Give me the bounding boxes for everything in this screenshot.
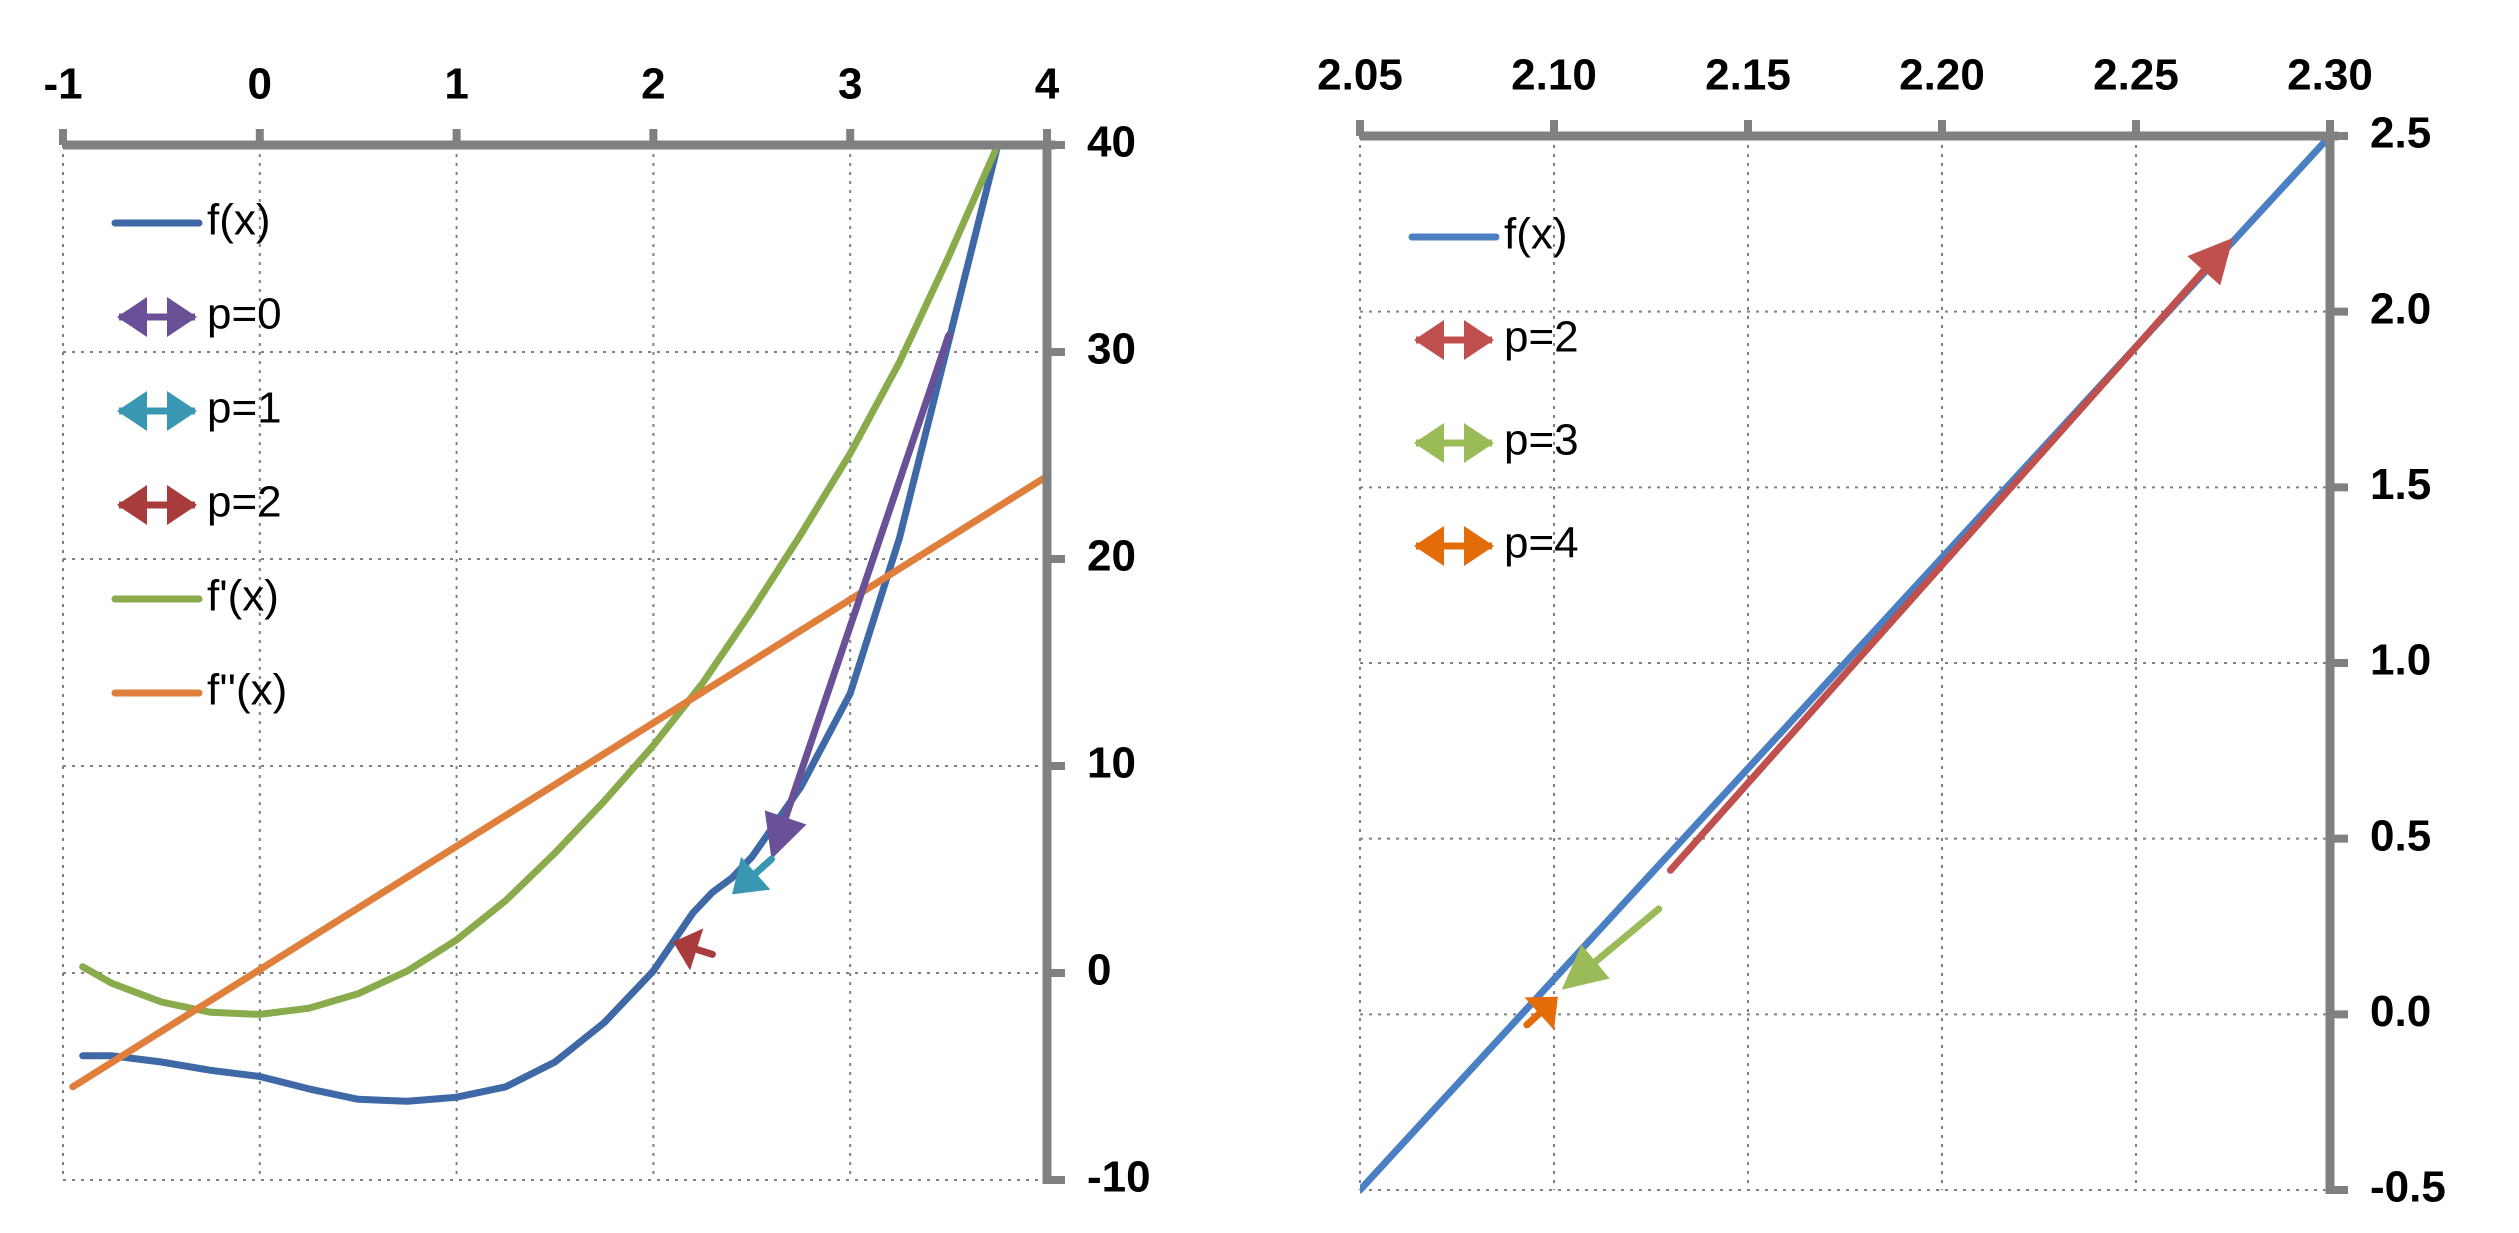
arrowhead-p-4 (1524, 996, 1558, 1030)
x-tick-label-1: 0 (248, 60, 272, 109)
x-tick-label-4: 3 (838, 60, 862, 109)
y-tick-label-3: 20 (1087, 532, 1136, 581)
series-line-f-x (79, 141, 1002, 1105)
y-tick-label-2: 0.5 (2370, 811, 2431, 860)
x-tick-label-0: -1 (43, 60, 82, 109)
legend-arrowhead-left-1 (117, 297, 147, 337)
arrowhead-p-2 (673, 928, 704, 971)
legend-label-p-4: p=4 (1504, 519, 1579, 568)
legend-arrowhead-right-3 (167, 485, 197, 525)
legend: f(x) p=2 p=3 p=4 (1408, 210, 1579, 568)
series-line-fprimeprime-x (69, 472, 1047, 1091)
arrow-shaft-p-2 (1666, 267, 2208, 874)
y-tick-label-4: 1.5 (2370, 460, 2431, 509)
arrow-shaft-p-3 (1592, 905, 1663, 966)
legend-label-p-2: p=2 (1504, 313, 1579, 362)
x-tick-label-5: 4 (1035, 60, 1060, 109)
y-tick-label-3: 1.0 (2370, 636, 2431, 685)
x-tick-label-3: 2 (641, 60, 665, 109)
y-tick-label-4: 30 (1087, 325, 1136, 374)
legend: f(x) p=0 p=1 p=2 f'(x) f''(x) (111, 196, 287, 715)
legend-arrowhead-right-2 (167, 391, 197, 431)
x-tick-label-2: 1 (444, 60, 468, 109)
arrowhead-p-2 (2187, 237, 2233, 286)
arrowhead-p-1 (732, 856, 771, 895)
legend-label-p-2: p=2 (207, 478, 282, 527)
arrow-shaft-p-0 (782, 331, 953, 821)
legend-label-f-x: f(x) (207, 196, 271, 245)
x-tick-label-5: 2.30 (2287, 51, 2373, 100)
legend-arrowhead-right-3 (1464, 526, 1494, 566)
newton-iteration-chart: -1 0 1 2 3 4-10010203040f(x)p=0p=1p=2f'(x)f''… (43, 60, 1150, 1202)
x-tick-label-0: 2.05 (1317, 51, 1403, 100)
legend-label-f-x: f(x) (1504, 210, 1568, 259)
y-tick-label-1: 0 (1087, 946, 1111, 995)
legend-arrowhead-left-2 (1414, 423, 1444, 463)
legend-arrowhead-right-1 (1464, 320, 1494, 360)
y-tick-label-5: 2.0 (2370, 284, 2431, 333)
y-tick-label-5: 40 (1087, 118, 1136, 167)
y-tick-label-6: 2.5 (2370, 109, 2431, 158)
plot-area (69, 141, 1047, 1105)
series-line-fprime-x (79, 141, 1002, 1018)
y-tick-label-0: -10 (1087, 1153, 1151, 1202)
y-tick-label-0: -0.5 (2370, 1163, 2446, 1212)
arrow-shaft-p-2 (693, 945, 716, 958)
arrowhead-p-0 (764, 810, 807, 860)
legend-label-p-3: p=3 (1504, 416, 1579, 465)
arrowhead-p-3 (1561, 944, 1610, 990)
y-tick-label-2: 10 (1087, 739, 1136, 788)
legend-label-p-0: p=0 (207, 290, 282, 339)
legend-label-fprimeprime-x: f''(x) (207, 666, 287, 715)
x-tick-label-4: 2.25 (2093, 51, 2179, 100)
arrow-shaft-p-1 (752, 855, 775, 877)
legend-label-p-1: p=1 (207, 384, 282, 433)
arrow-shaft-p-4 (1523, 1010, 1543, 1029)
legend-arrowhead-right-2 (1464, 423, 1494, 463)
legend-arrowhead-left-2 (117, 391, 147, 431)
x-tick-label-1: 2.10 (1511, 51, 1597, 100)
legend-arrowhead-right-1 (167, 297, 197, 337)
x-tick-label-2: 2.15 (1705, 51, 1791, 100)
legend-arrowhead-left-1 (1414, 320, 1444, 360)
legend-label-fprime-x: f'(x) (207, 572, 279, 621)
legend-arrowhead-left-3 (117, 485, 147, 525)
newton-iteration-zoom-chart: 2.05 2.10 2.15 2.20 2.25 2.30 -0.5 0.0 0.5 1.0 1.5… (1317, 51, 2446, 1212)
y-tick-label-1: 0.0 (2370, 987, 2431, 1036)
legend-arrowhead-left-3 (1414, 526, 1444, 566)
x-tick-label-3: 2.20 (1899, 51, 1985, 100)
